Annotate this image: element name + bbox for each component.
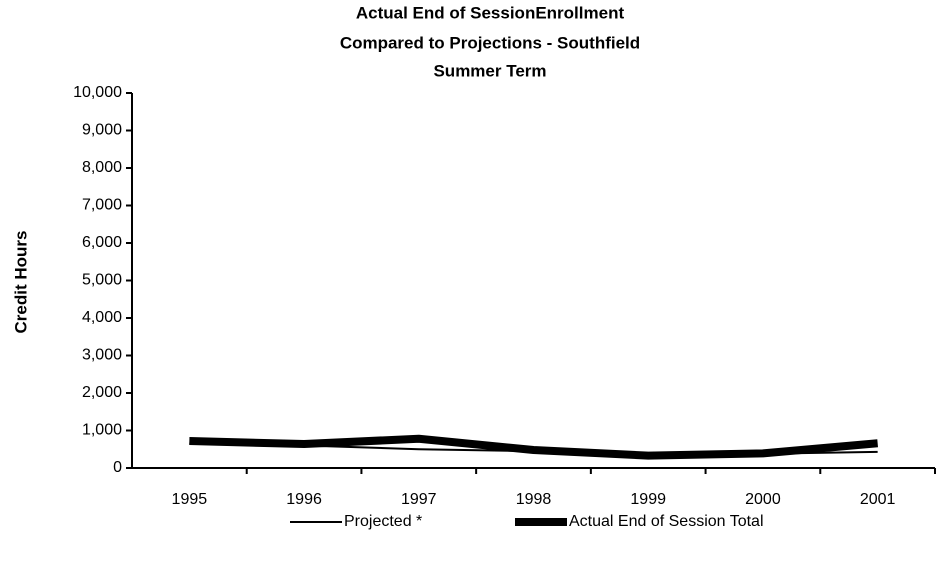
x-tick-label: 1997 bbox=[401, 491, 437, 508]
y-tick-label: 10,000 bbox=[73, 84, 122, 101]
y-tick-label: 2,000 bbox=[82, 384, 122, 401]
y-tick-label: 1,000 bbox=[82, 422, 122, 439]
chart-title: Summer Term bbox=[433, 61, 546, 80]
x-tick-label: 2001 bbox=[860, 491, 896, 508]
chart-title: Actual End of SessionEnrollment bbox=[356, 3, 625, 22]
y-axis-title: Credit Hours bbox=[11, 231, 30, 334]
x-tick-label: 1999 bbox=[630, 491, 666, 508]
x-tick-label: 1998 bbox=[516, 491, 552, 508]
x-tick-label: 2000 bbox=[745, 491, 781, 508]
y-tick-label: 9,000 bbox=[82, 122, 122, 139]
x-tick-label: 1996 bbox=[286, 491, 322, 508]
legend-label: Actual End of Session Total bbox=[569, 513, 764, 530]
y-tick-label: 4,000 bbox=[82, 309, 122, 326]
y-tick-label: 8,000 bbox=[82, 159, 122, 176]
y-tick-label: 0 bbox=[113, 459, 122, 476]
x-tick-label: 1995 bbox=[172, 491, 208, 508]
series-line bbox=[189, 442, 878, 457]
y-tick-label: 3,000 bbox=[82, 347, 122, 364]
legend-label: Projected * bbox=[344, 513, 422, 530]
y-tick-label: 6,000 bbox=[82, 234, 122, 251]
y-tick-label: 5,000 bbox=[82, 272, 122, 289]
chart-title: Compared to Projections - Southfield bbox=[340, 33, 640, 52]
y-tick-label: 7,000 bbox=[82, 197, 122, 214]
